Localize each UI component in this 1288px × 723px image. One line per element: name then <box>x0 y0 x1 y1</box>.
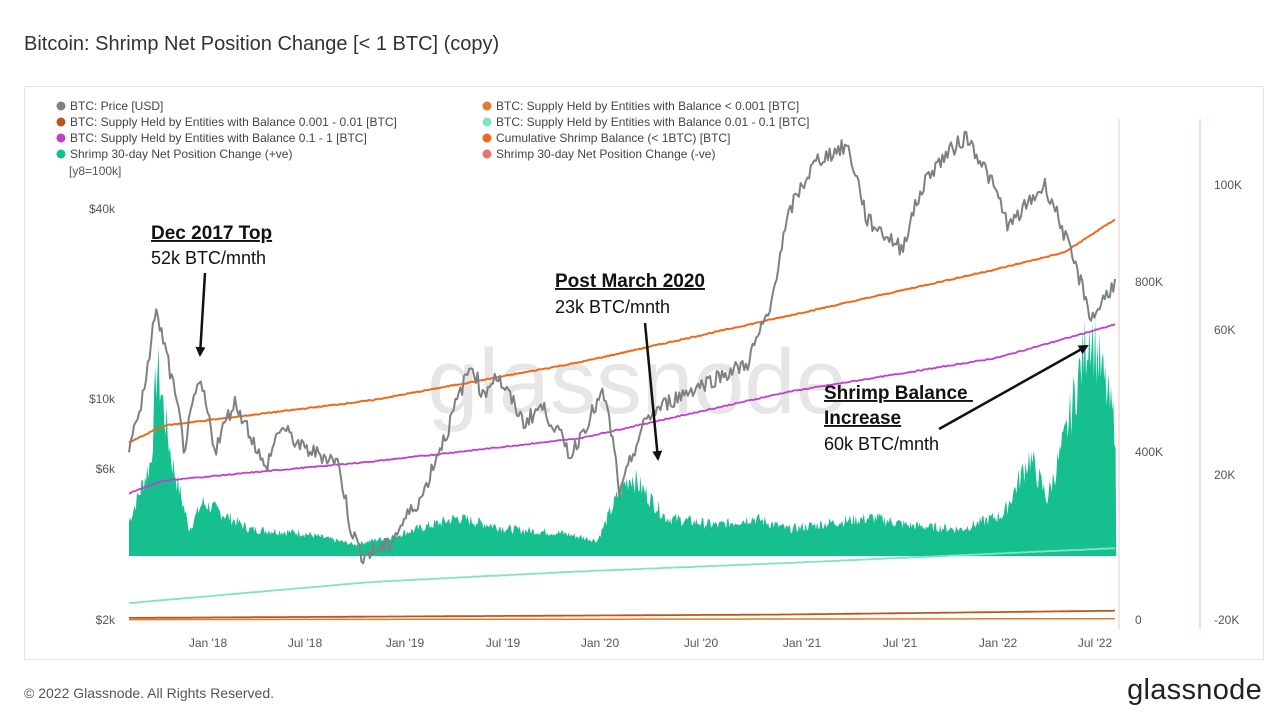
annotation-heading: Post March 2020 <box>555 271 705 292</box>
x-axis-tick: Jul '21 <box>883 636 918 650</box>
left-axis-tick: $6k <box>96 462 116 476</box>
right-axis-2-tick: 60K <box>1214 323 1235 337</box>
x-axis-tick: Jul '18 <box>288 636 323 650</box>
x-axis-tick: Jan '19 <box>386 636 425 650</box>
annotation-heading: Shrimp Balance Increase <box>824 383 973 429</box>
x-axis-tick: Jan '21 <box>783 636 822 650</box>
annotation-dec-2017: Dec 2017 Top 52k BTC/mnth <box>151 223 272 357</box>
series-lines-group <box>128 130 1116 621</box>
left-axis-tick: $40k <box>89 202 116 216</box>
supply-01-1-line <box>128 323 1116 495</box>
copyright-text: © 2022 Glassnode. All Rights Reserved. <box>24 685 275 701</box>
legend-label: BTC: Supply Held by Entities with Balanc… <box>70 115 397 129</box>
right-axis-tick: 400K <box>1135 445 1163 459</box>
annotation-value: 52k BTC/mnth <box>151 248 266 268</box>
annotation-arrow <box>643 322 663 461</box>
axes-group: $40k $10k $6k $2k 800K 400K 0 100K 60K 20K -20K Jan… <box>89 178 1242 650</box>
right-axis-2-tick: 20K <box>1214 468 1235 482</box>
annotation-value: 60k BTC/mnth <box>824 434 939 454</box>
net-position-positive-area <box>129 317 1117 556</box>
legend-swatch <box>482 101 492 111</box>
cumulative-shrimp-balance-line <box>128 218 1116 444</box>
legend-label: BTC: Supply Held by Entities with Balanc… <box>70 131 367 145</box>
x-axis-tick: Jan '22 <box>979 636 1018 650</box>
x-axis-tick: Jul '22 <box>1078 636 1113 650</box>
legend-label: Shrimp 30-day Net Position Change (+ve) <box>70 147 292 161</box>
annotation-arrow <box>938 344 1089 431</box>
right-axis-tick: 800K <box>1135 275 1163 289</box>
right-axis-tick: 0 <box>1135 613 1142 627</box>
x-axis-tick: Jan '18 <box>189 636 228 650</box>
legend-swatch <box>56 117 66 127</box>
chart-svg: glassnode $40k $10k $6k $2k 800K 400K 0 100K 60K… <box>56 99 1242 650</box>
annotation-march-2020: Post March 2020 23k BTC/mnth <box>555 271 705 461</box>
legend-label: BTC: Supply Held by Entities with Balanc… <box>496 115 809 129</box>
annotation-value: 23k BTC/mnth <box>555 297 670 317</box>
x-axis-tick: Jul '20 <box>684 636 719 650</box>
left-axis-tick: $2k <box>96 613 116 627</box>
right-axis-2-tick: 100K <box>1214 178 1242 192</box>
annotation-shrimp-balance: Shrimp Balance Increase 60k BTC/mnth <box>824 344 1089 454</box>
supply-001-01-line <box>129 547 1116 604</box>
legend-swatch <box>482 149 492 159</box>
page-title: Bitcoin: Shrimp Net Position Change [< 1… <box>24 33 500 55</box>
legend-swatch <box>482 133 492 143</box>
net-position-area-group <box>129 317 1117 556</box>
supply-lt-0001-line <box>129 617 1115 621</box>
btc-price-line <box>128 130 1116 565</box>
x-axis-tick: Jan '20 <box>581 636 620 650</box>
legend-swatch <box>56 149 66 159</box>
legend-swatch <box>56 133 66 143</box>
legend-label: BTC: Supply Held by Entities with Balanc… <box>496 99 799 113</box>
chart-panel: glassnode $40k $10k $6k $2k 800K 400K 0 100K 60K… <box>24 86 1264 660</box>
left-axis-tick: $10k <box>89 392 116 406</box>
right-axis-2-tick: -20K <box>1214 613 1239 627</box>
legend-group: BTC: Price [USD] BTC: Supply Held by Enti… <box>56 99 809 161</box>
legend-label: Shrimp 30-day Net Position Change (-ve) <box>496 147 715 161</box>
glassnode-logo: glassnode <box>1127 674 1262 706</box>
supply-0001-001-line <box>129 609 1115 619</box>
legend-swatch <box>56 101 66 111</box>
x-axis-tick: Jul '19 <box>486 636 521 650</box>
annotation-heading: Dec 2017 Top <box>151 223 272 244</box>
legend-label: Cumulative Shrimp Balance (< 1BTC) [BTC] <box>496 131 730 145</box>
legend-swatch <box>482 117 492 127</box>
chart-watermark: glassnode <box>427 331 846 433</box>
legend-label: BTC: Price [USD] <box>70 99 163 113</box>
annotation-arrow <box>195 272 207 357</box>
legend-note: [y8=100k] <box>69 164 121 178</box>
